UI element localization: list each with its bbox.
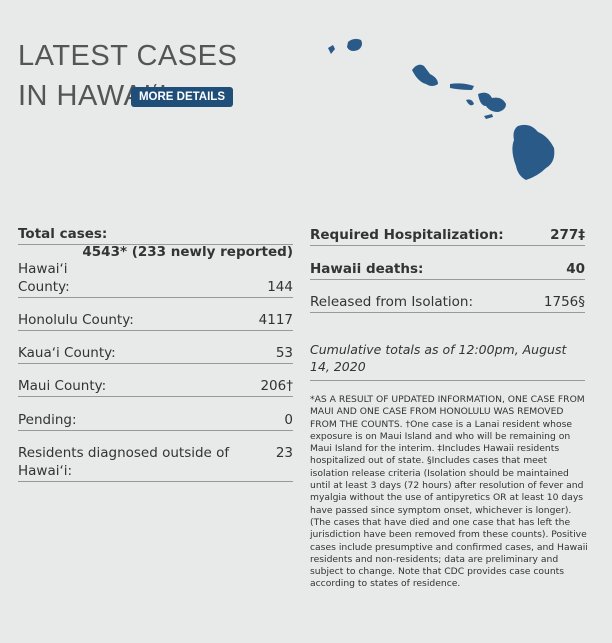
stat-value: 277‡: [550, 227, 585, 243]
stat-label: Released from Isolation:: [310, 294, 474, 310]
stat-row: Residents diagnosed outside of Hawaiʻi: 2…: [18, 443, 293, 482]
note: Cumulative totals as of 12:00pm, August …: [310, 341, 585, 381]
stat-label: Honolulu County:: [18, 312, 134, 328]
stat-row: Kauaʻi County: 53: [18, 343, 293, 364]
stat-row: Required Hospitalization: 277‡: [310, 225, 585, 246]
stat-value: 144: [267, 279, 293, 295]
stat-label: Hawaiʻi County:: [18, 261, 70, 295]
stat-label: Kauaʻi County:: [18, 345, 116, 361]
stat-row: Total cases:: [18, 225, 293, 245]
more-details-button[interactable]: MORE DETAILS: [131, 87, 233, 107]
stat-label: Maui County:: [18, 378, 107, 394]
stat-label: Hawaii deaths:: [310, 261, 424, 277]
stat-row: Maui County: 206†: [18, 376, 293, 397]
stat-value: 206†: [260, 378, 293, 394]
stat-value: 23: [275, 445, 293, 461]
stat-label: Total cases:: [18, 226, 108, 242]
stat-row: Pending: 0: [18, 410, 293, 431]
fine-print: *AS A RESULT OF UPDATED INFORMATION, ONE…: [310, 394, 588, 590]
stat-value: 4543* (233 newly reported): [82, 244, 293, 260]
stat-label: Pending:: [18, 412, 77, 428]
stat-value: 53: [275, 345, 293, 361]
stat-row: Honolulu County: 4117: [18, 310, 293, 331]
stat-label: Residents diagnosed outside of Hawaiʻi:: [18, 445, 230, 479]
stat-value: 0: [284, 412, 293, 428]
stat-label: Required Hospitalization:: [310, 227, 504, 243]
stat-value: 40: [566, 261, 585, 277]
hawaii-map: [328, 38, 555, 180]
stat-value: 1756§: [543, 294, 585, 310]
stat-row: Released from Isolation: 1756§: [310, 292, 585, 313]
stat-value: 4117: [258, 312, 293, 328]
stat-row: Hawaii deaths: 40: [310, 259, 585, 280]
stat-row: Hawaiʻi County: 144: [18, 259, 293, 298]
